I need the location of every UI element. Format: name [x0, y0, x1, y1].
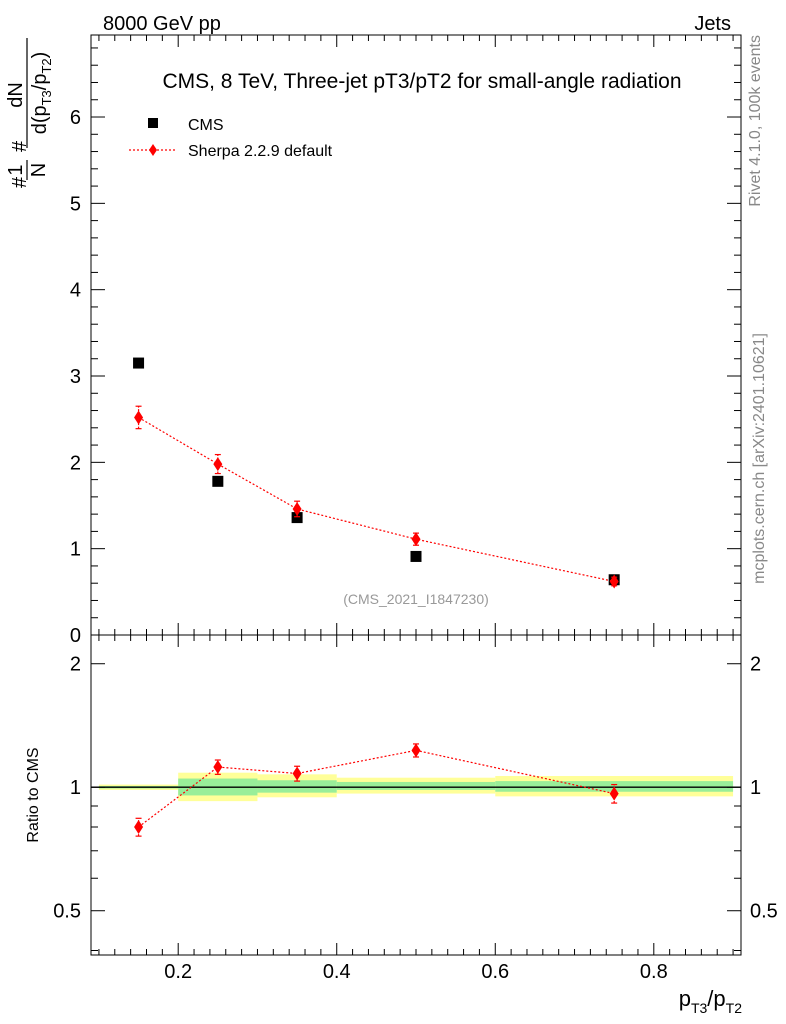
- main-ytick-label: 4: [70, 280, 81, 302]
- legend: CMS Sherpa 2.2.9 default: [129, 117, 333, 160]
- cms-data-point: [133, 357, 145, 369]
- ratio-ytick-label-right: 1: [750, 777, 761, 799]
- legend-sherpa-marker: [149, 144, 157, 156]
- sherpa-data-point: [292, 501, 302, 516]
- ratio-sherpa-data-point: [292, 766, 302, 781]
- ratio-sherpa-data-point: [609, 786, 619, 801]
- ratio-sherpa-data-point: [411, 743, 421, 758]
- ratio-xtick-label: 0.6: [481, 961, 509, 983]
- ratio-xtick-label: 0.2: [164, 961, 192, 983]
- ratio-xtick-label: 0.4: [323, 961, 351, 983]
- ratio-xtick-label: 0.8: [640, 961, 668, 983]
- main-ytick-label: 2: [70, 452, 81, 474]
- cms-data-point: [212, 475, 224, 487]
- svg-text:d(pT3/pT2): d(pT3/pT2): [29, 52, 54, 135]
- main-ytick-label: 1: [70, 539, 81, 561]
- ratio-ytick-label-left: 2: [70, 654, 81, 676]
- process-label: 8000 GeV pp: [103, 13, 221, 35]
- legend-cms-label: CMS: [188, 117, 224, 134]
- cms-data-point: [291, 512, 303, 524]
- analysis-watermark: (CMS_2021_I1847230): [343, 591, 489, 607]
- category-label: Jets: [694, 13, 731, 35]
- ratio-sherpa-data-point: [213, 760, 223, 775]
- main-ylabel: # 1 N # dN d(pT3/pT2): [5, 38, 54, 188]
- ratio-ytick-label-left: 0.5: [53, 901, 81, 923]
- sherpa-data-point: [609, 574, 619, 589]
- cms-data-point: [410, 550, 422, 562]
- uncertainty-band-inner: [495, 781, 734, 792]
- main-ytick-label: 0: [70, 625, 81, 647]
- x-axis-label: pT3/pT2: [679, 986, 743, 1016]
- sherpa-data-point: [213, 457, 223, 472]
- svg-text:#: #: [9, 140, 31, 152]
- svg-text:dN: dN: [5, 82, 27, 108]
- svg-text:#: #: [9, 176, 31, 188]
- ratio-sherpa-data-point: [134, 819, 144, 834]
- svg-text:N: N: [28, 163, 50, 177]
- svg-text:1: 1: [5, 164, 27, 175]
- main-ytick-label: 5: [70, 193, 81, 215]
- legend-cms-marker: [148, 118, 158, 128]
- ratio-ytick-label-right: 2: [750, 654, 761, 676]
- rivet-label: Rivet 4.1.0, 100k events: [747, 35, 764, 207]
- plot-title: CMS, 8 TeV, Three-jet pT3/pT2 for small-…: [162, 70, 681, 93]
- uncertainty-band-inner: [257, 780, 337, 793]
- sherpa-line: [138, 416, 615, 583]
- main-ytick-label: 6: [70, 107, 81, 129]
- legend-sherpa-label: Sherpa 2.2.9 default: [188, 143, 333, 160]
- ratio-ylabel: Ratio to CMS: [25, 747, 42, 842]
- main-ytick-label: 3: [70, 366, 81, 388]
- sherpa-data-point: [134, 410, 144, 425]
- ratio-ytick-label-left: 1: [70, 777, 81, 799]
- sherpa-data-point: [411, 532, 421, 547]
- mcplots-label: mcplots.cern.ch [arXiv:2401.10621]: [751, 333, 768, 584]
- ratio-plot-area: 0.2 0.4 0.6 0.8 0.5 0.5 1 1 2 2: [53, 635, 778, 983]
- main-plot-area: 0 1 2 3 4 5 6: [70, 35, 741, 647]
- uncertainty-band-inner: [336, 781, 496, 790]
- ratio-ytick-label-right: 0.5: [750, 901, 778, 923]
